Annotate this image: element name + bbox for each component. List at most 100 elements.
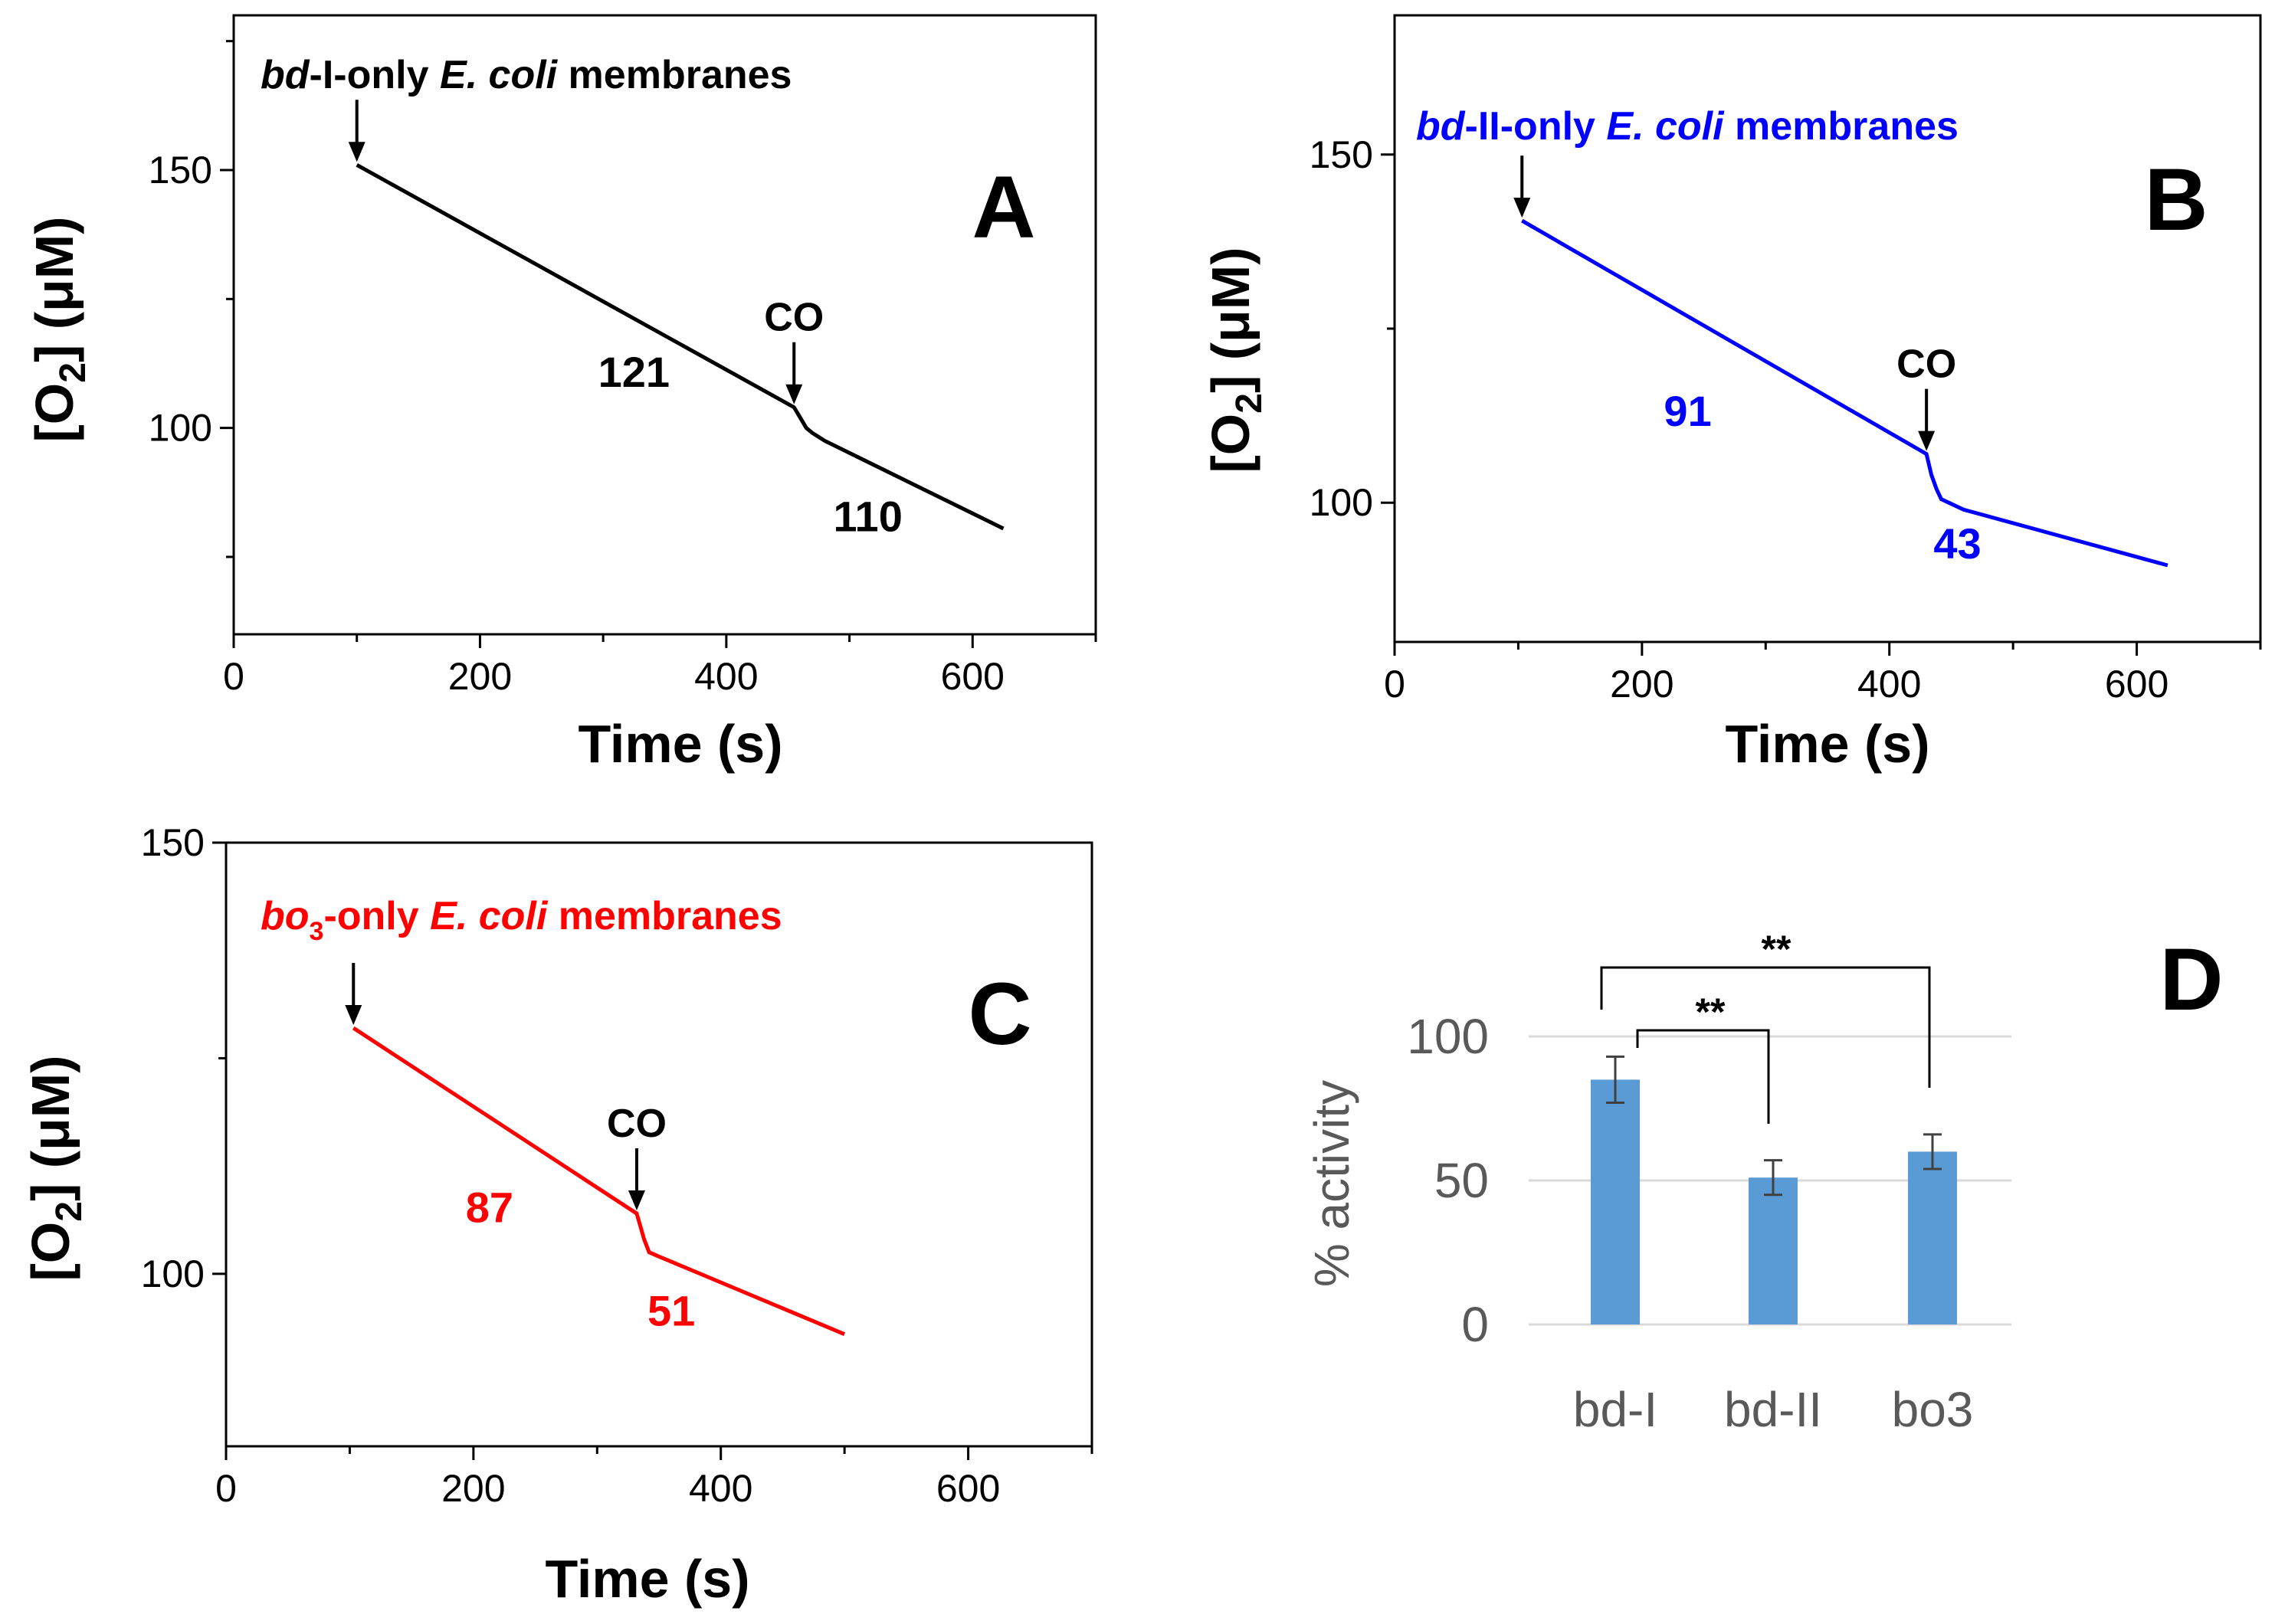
panel-b-series-line: [1521, 218, 2168, 568]
panel-c-annotation-sub: 3: [310, 917, 324, 946]
panel-a-series-line: [356, 163, 1005, 531]
c-start-arrow-head: [345, 1005, 362, 1026]
panel-c-y-title-sub: 2: [49, 1201, 90, 1222]
a-x-tick-label: 400: [694, 655, 758, 698]
panel-c-annotation-italic-2: E. coli: [430, 894, 549, 938]
panel-b-annotation-italic-2: E. coli: [1606, 104, 1725, 149]
panel-a-letter: A: [972, 159, 1035, 257]
panel-b-annotation-text-2: membranes: [1724, 104, 1959, 149]
panel-b-annotation: bd-II-only E. coli membranes: [1416, 104, 1959, 149]
panel-c-letter: C: [968, 965, 1031, 1063]
b-co-label: CO: [1896, 342, 1956, 387]
b-x-tick-label: 200: [1610, 663, 1673, 706]
panel-b-annotation-italic-1: bd: [1416, 104, 1466, 149]
d-y-tick-label: 0: [1461, 1297, 1489, 1352]
c-co-label: CO: [607, 1102, 667, 1146]
a-y-tick-label: 100: [149, 407, 212, 450]
panel-a-y-axis-title: [O2] (μM): [25, 217, 93, 443]
panel-b-y-title-sub: 2: [1229, 393, 1270, 414]
panel-a-annotation-italic-1: bd: [261, 53, 310, 97]
panel-b-letter: B: [2144, 151, 2208, 249]
b-rate-label-2: 43: [1933, 519, 1981, 568]
panel-c-annotation-text-1: -only: [323, 894, 430, 938]
panel-a-plot-frame: [232, 14, 1097, 636]
panel-a-annotation-text-2: membranes: [557, 53, 792, 97]
panel-a-y-title-prefix: [O: [25, 383, 84, 443]
panel-b-ticks: 0 200 400 600 100 150: [1310, 133, 2262, 706]
a-y-tick-label: 150: [149, 149, 212, 192]
d-category-label-2: bd-II: [1724, 1382, 1822, 1437]
panel-b-y-title-suffix: ] (μM): [1201, 247, 1260, 394]
d-y-tick-label: 50: [1434, 1153, 1489, 1208]
b-x-tick-label: 0: [1384, 663, 1405, 706]
a-start-arrow-head: [348, 142, 366, 162]
b-rate-label-1: 91: [1664, 387, 1711, 435]
panel-c-arrows: CO 87 51: [345, 963, 695, 1334]
d-significance-label-1: **: [1696, 990, 1726, 1033]
panel-d-significance: ** **: [1600, 928, 1931, 1124]
c-rate-label-1: 87: [466, 1183, 513, 1231]
panel-a-y-title-sub: 2: [53, 362, 93, 383]
panel-c-x-axis-title: Time (s): [545, 1549, 749, 1609]
d-y-tick-label: 100: [1407, 1009, 1489, 1064]
d-bar-2: [1749, 1177, 1798, 1324]
panel-a-arrows: CO 121 110: [348, 100, 903, 540]
b-y-tick-label: 150: [1310, 133, 1373, 176]
c-rate-label-2: 51: [647, 1286, 695, 1334]
c-x-tick-label: 200: [441, 1467, 505, 1510]
panel-c-chart: 0 200 400 600 100 150 CO 87 51 bo3-only E. coli…: [21, 821, 1093, 1609]
b-start-arrow-head: [1513, 198, 1531, 218]
panel-b-x-axis-title: Time (s): [1725, 714, 1929, 774]
panel-d-gridlines: 0 50 100: [1407, 1009, 2011, 1352]
d-significance-bracket-2: [1600, 966, 1931, 1088]
panel-d-letter: D: [2159, 931, 2223, 1029]
panel-c-ticks: 0 200 400 600 100 150: [141, 821, 1093, 1510]
d-category-label-3: bo3: [1892, 1382, 1974, 1437]
panel-c-annotation-text-2: membranes: [547, 894, 782, 938]
a-co-label: CO: [764, 296, 824, 340]
a-rate-label-2: 110: [834, 492, 903, 540]
c-y-tick-label: 100: [141, 1252, 205, 1295]
b-x-tick-label: 600: [2105, 663, 2168, 706]
panel-a-x-axis-title: Time (s): [578, 714, 782, 774]
c-y-tick-label: 150: [141, 821, 205, 864]
a-x-tick-label: 200: [448, 655, 512, 698]
panel-c-y-title-prefix: [O: [21, 1222, 80, 1282]
c-co-arrow-head: [628, 1190, 645, 1211]
panel-a-y-title-suffix: ] (μM): [25, 217, 84, 363]
panel-c-series-line: [352, 1026, 846, 1337]
panel-a-chart: 0 200 400 600 100 150 CO 121 110 bd-I-only E. c…: [25, 14, 1097, 774]
panel-b-y-axis-title: [O2] (μM): [1201, 247, 1270, 473]
b-co-arrow-head: [1918, 431, 1936, 451]
panel-a-ticks: 0 200 400 600 100 150: [149, 40, 1097, 698]
a-co-arrow-head: [785, 384, 803, 404]
d-significance-label-2: **: [1762, 928, 1791, 971]
panel-d-bars: bd-I bd-II bo3: [1573, 1055, 1974, 1437]
panel-c-annotation: bo3-only E. coli membranes: [261, 894, 782, 946]
panel-a-annotation: bd-I-only E. coli membranes: [261, 53, 792, 97]
b-x-tick-label: 400: [1857, 663, 1921, 706]
panel-b-arrows: CO 91 43: [1513, 156, 1982, 568]
panel-c-y-axis-title: [O2] (μM): [21, 1056, 90, 1282]
panel-d-chart: 0 50 100 bd-I bd-II bo3 ** ** % activity D: [1304, 928, 2224, 1437]
d-bar-3: [1908, 1151, 1957, 1324]
c-x-tick-label: 400: [689, 1467, 752, 1510]
d-category-label-1: bd-I: [1573, 1382, 1657, 1437]
a-rate-label-1: 121: [598, 348, 670, 396]
b-y-tick-label: 100: [1310, 481, 1373, 524]
panel-a-annotation-italic-2: E. coli: [440, 53, 559, 97]
panel-c-plot-frame: [225, 841, 1093, 1448]
panel-a-annotation-text-1: -I-only: [310, 53, 440, 97]
panel-b-annotation-text-1: -II-only: [1465, 104, 1607, 149]
a-x-tick-label: 600: [941, 655, 1005, 698]
panel-c-annotation-italic-1: bo: [261, 894, 310, 938]
c-x-tick-label: 0: [215, 1467, 237, 1510]
c-x-tick-label: 600: [936, 1467, 1000, 1510]
panel-d-y-axis-title: % activity: [1304, 1080, 1359, 1287]
panel-b-y-title-prefix: [O: [1201, 414, 1260, 473]
a-x-tick-label: 0: [223, 655, 244, 698]
d-bar-1: [1591, 1079, 1640, 1324]
d-significance-bracket-1: [1636, 1029, 1770, 1124]
panel-b-chart: 0 200 400 600 100 150 CO 91 43 bd-II-only E. co…: [1201, 14, 2262, 774]
